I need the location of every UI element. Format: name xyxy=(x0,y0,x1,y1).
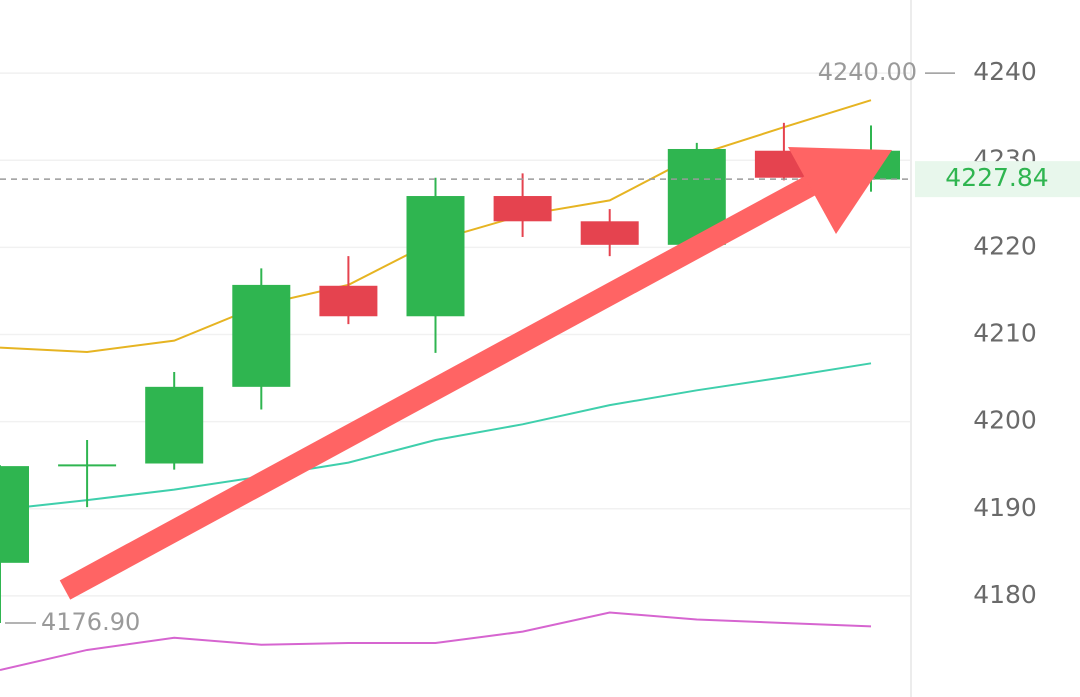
candle-body xyxy=(319,285,378,317)
low-label: 4176.90 xyxy=(41,608,140,636)
plot-layer: 41804190420042104220423042404227.844240.… xyxy=(0,57,1080,671)
high-label: 4240.00 xyxy=(818,58,917,86)
y-tick-label: 4220 xyxy=(973,231,1037,260)
y-tick-label: 4240 xyxy=(973,57,1037,86)
ma-line xyxy=(0,362,872,511)
trend-arrow xyxy=(59,147,892,600)
candle-body xyxy=(406,196,465,317)
candle-body xyxy=(58,464,117,467)
y-tick-label: 4190 xyxy=(973,493,1037,522)
arrow-head xyxy=(788,147,892,234)
candle-body xyxy=(580,221,639,245)
y-tick-label: 4210 xyxy=(973,319,1037,348)
candle-body xyxy=(145,386,204,464)
candle-body xyxy=(232,284,291,387)
arrow-shaft xyxy=(59,173,821,600)
current-price-tag xyxy=(915,161,1080,198)
y-tick-label: 4200 xyxy=(973,406,1037,435)
candle-body xyxy=(493,196,552,222)
y-tick-label: 4180 xyxy=(973,580,1037,609)
candle-body xyxy=(0,466,29,563)
current-price-label: 4227.84 xyxy=(945,163,1048,192)
ma-line xyxy=(0,611,872,671)
